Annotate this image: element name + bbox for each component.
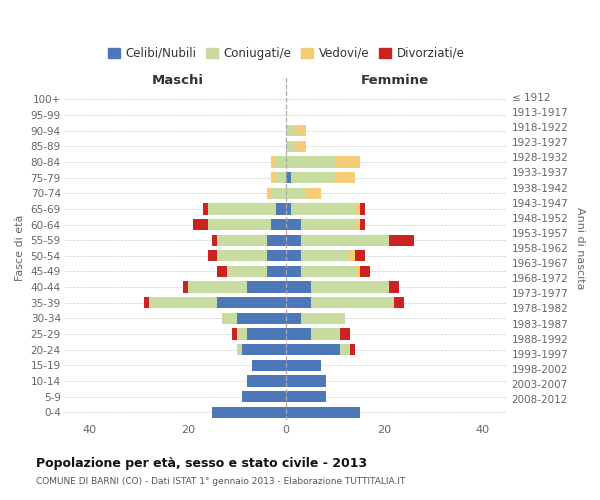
Bar bbox=[286, 344, 340, 356]
Bar bbox=[286, 172, 291, 183]
Bar bbox=[286, 140, 296, 152]
Y-axis label: Anni di nascita: Anni di nascita bbox=[575, 207, 585, 290]
Bar bbox=[212, 406, 286, 418]
Bar bbox=[296, 140, 306, 152]
Bar bbox=[355, 250, 365, 262]
Bar bbox=[208, 219, 271, 230]
Bar bbox=[286, 313, 301, 324]
Bar bbox=[277, 172, 286, 183]
Bar bbox=[355, 266, 360, 277]
Bar bbox=[247, 328, 286, 340]
Bar bbox=[360, 219, 365, 230]
Bar bbox=[286, 360, 320, 371]
Text: Maschi: Maschi bbox=[152, 74, 204, 87]
Text: COMUNE DI BARNI (CO) - Dati ISTAT 1° gennaio 2013 - Elaborazione TUTTITALIA.IT: COMUNE DI BARNI (CO) - Dati ISTAT 1° gen… bbox=[36, 478, 406, 486]
Bar bbox=[296, 125, 306, 136]
Bar bbox=[203, 204, 208, 214]
Bar bbox=[237, 344, 242, 356]
Bar bbox=[217, 297, 286, 308]
Bar bbox=[286, 282, 311, 293]
Bar bbox=[266, 188, 271, 199]
Bar bbox=[217, 266, 227, 277]
Bar bbox=[247, 376, 286, 386]
Bar bbox=[301, 313, 345, 324]
Bar bbox=[389, 282, 399, 293]
Bar bbox=[266, 234, 286, 246]
Bar bbox=[340, 328, 350, 340]
Bar bbox=[311, 328, 340, 340]
Bar bbox=[222, 313, 237, 324]
Bar bbox=[335, 172, 355, 183]
Bar bbox=[311, 297, 394, 308]
Text: Popolazione per età, sesso e stato civile - 2013: Popolazione per età, sesso e stato civil… bbox=[36, 458, 367, 470]
Bar bbox=[301, 266, 355, 277]
Bar bbox=[242, 391, 286, 402]
Bar bbox=[350, 344, 355, 356]
Bar bbox=[266, 250, 286, 262]
Bar bbox=[208, 250, 217, 262]
Bar bbox=[286, 297, 311, 308]
Bar bbox=[237, 313, 286, 324]
Bar bbox=[149, 297, 217, 308]
Bar bbox=[286, 125, 296, 136]
Bar bbox=[286, 391, 326, 402]
Bar bbox=[394, 297, 404, 308]
Bar bbox=[286, 234, 301, 246]
Bar bbox=[286, 156, 335, 168]
Text: Femmine: Femmine bbox=[360, 74, 428, 87]
Bar bbox=[277, 156, 286, 168]
Bar bbox=[188, 282, 247, 293]
Bar bbox=[227, 266, 266, 277]
Legend: Celibi/Nubili, Coniugati/e, Vedovi/e, Divorziati/e: Celibi/Nubili, Coniugati/e, Vedovi/e, Di… bbox=[103, 42, 469, 64]
Bar bbox=[291, 204, 355, 214]
Bar bbox=[271, 172, 277, 183]
Bar bbox=[291, 172, 335, 183]
Bar bbox=[286, 328, 311, 340]
Bar bbox=[389, 234, 414, 246]
Bar bbox=[217, 250, 266, 262]
Bar bbox=[335, 156, 360, 168]
Bar bbox=[193, 219, 208, 230]
Bar bbox=[306, 188, 320, 199]
Bar bbox=[217, 234, 266, 246]
Bar bbox=[212, 234, 217, 246]
Bar bbox=[252, 360, 286, 371]
Bar bbox=[242, 344, 286, 356]
Bar bbox=[237, 328, 247, 340]
Bar bbox=[360, 266, 370, 277]
Bar bbox=[143, 297, 149, 308]
Y-axis label: Fasce di età: Fasce di età bbox=[15, 215, 25, 281]
Bar bbox=[286, 376, 326, 386]
Bar bbox=[301, 250, 350, 262]
Bar bbox=[301, 234, 389, 246]
Bar bbox=[286, 266, 301, 277]
Bar bbox=[183, 282, 188, 293]
Bar bbox=[360, 204, 365, 214]
Bar bbox=[301, 219, 355, 230]
Bar bbox=[271, 156, 277, 168]
Bar bbox=[286, 204, 291, 214]
Bar bbox=[247, 282, 286, 293]
Bar bbox=[311, 282, 389, 293]
Bar bbox=[286, 406, 360, 418]
Bar bbox=[355, 204, 360, 214]
Bar bbox=[350, 250, 355, 262]
Bar bbox=[232, 328, 237, 340]
Bar bbox=[271, 219, 286, 230]
Bar bbox=[271, 188, 286, 199]
Bar bbox=[286, 219, 301, 230]
Bar bbox=[355, 219, 360, 230]
Bar bbox=[286, 188, 306, 199]
Bar bbox=[277, 204, 286, 214]
Bar bbox=[266, 266, 286, 277]
Bar bbox=[286, 250, 301, 262]
Bar bbox=[208, 204, 277, 214]
Bar bbox=[340, 344, 350, 356]
